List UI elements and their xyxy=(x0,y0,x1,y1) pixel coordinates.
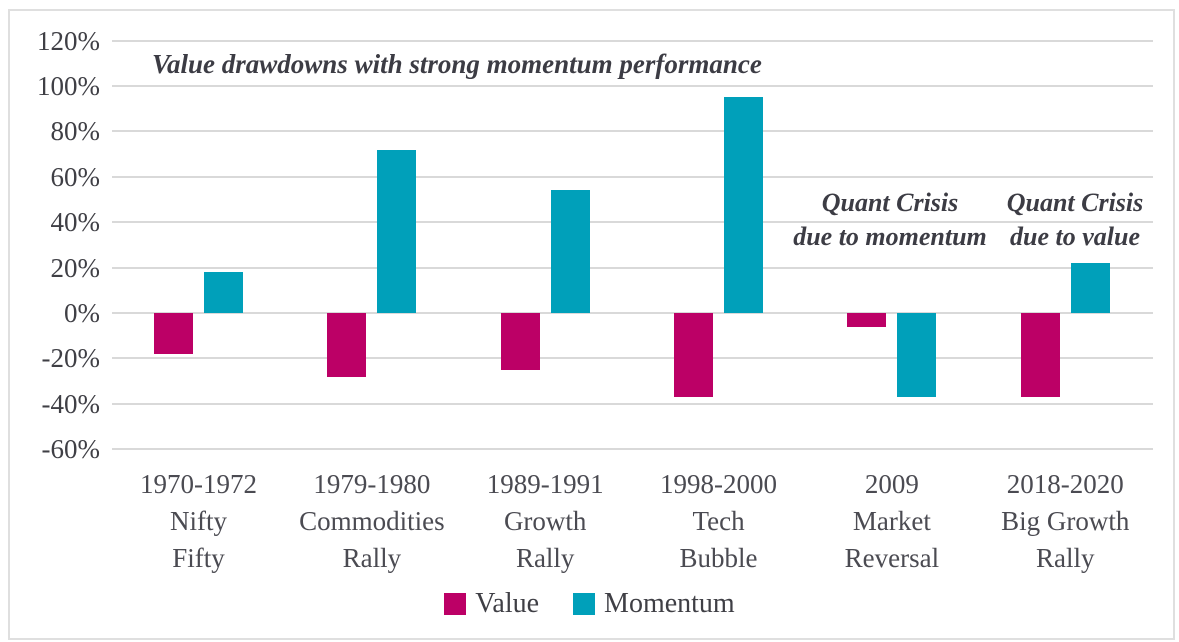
legend-label-value: Value xyxy=(475,588,540,619)
gridline xyxy=(112,448,1153,451)
x-label-line: 2018-2020 xyxy=(1006,469,1124,499)
bar-value-4 xyxy=(847,313,887,327)
bar-momentum-0 xyxy=(204,272,243,313)
bar-value-1 xyxy=(327,313,367,377)
y-tick-label: 120% xyxy=(37,25,100,56)
x-category-label: 1979-1980 Commodities Rally xyxy=(281,466,463,577)
y-tick-label: 40% xyxy=(50,207,101,238)
gridline xyxy=(112,266,1153,269)
x-label-line: Tech xyxy=(692,506,745,536)
x-label-line: Bubble xyxy=(679,543,758,573)
y-tick-label: 0% xyxy=(64,298,100,328)
annotation-line: Quant Crisis xyxy=(1006,188,1144,217)
gridline xyxy=(112,221,1153,224)
legend-item-value: Value xyxy=(444,588,539,620)
bar-value-3 xyxy=(674,313,714,397)
gridline xyxy=(112,357,1153,360)
y-tick-label: 100% xyxy=(37,71,100,101)
y-tick-label: 80% xyxy=(50,116,101,147)
x-label-line: 1998-2000 xyxy=(660,469,778,499)
x-label-line: Growth xyxy=(503,506,587,536)
x-label-line: Commodities xyxy=(299,506,445,536)
x-label-line: 1989-1991 xyxy=(486,469,604,499)
x-category-label: 2009 Market Reversal xyxy=(801,466,983,577)
bar-momentum-3 xyxy=(724,97,764,313)
bar-value-5 xyxy=(1020,313,1060,397)
x-label-line: Rally xyxy=(515,543,575,573)
gridline xyxy=(112,312,1153,314)
annotation-line: Value drawdowns with strong momentum per… xyxy=(152,49,762,79)
x-label-line: 2009 xyxy=(864,469,919,499)
x-label-line: 1970-1972 xyxy=(140,469,257,499)
annotation-line: Quant Crisis xyxy=(821,188,959,217)
annotation-value-drawdowns: Value drawdowns with strong momentum per… xyxy=(152,47,762,81)
x-category-label: 1970-1972 Nifty Fifty xyxy=(108,466,290,577)
x-label-line: Big Growth xyxy=(1001,506,1130,536)
x-category-label: 2018-2020 Big Growth Rally xyxy=(974,466,1156,577)
bar-momentum-1 xyxy=(377,149,417,313)
chart-frame xyxy=(8,9,1175,640)
y-tick-label: 60% xyxy=(50,161,101,192)
x-label-line: Market xyxy=(852,506,931,536)
x-category-label: 1989-1991 Growth Rally xyxy=(454,466,636,577)
bar-momentum-2 xyxy=(550,190,590,313)
momentum-legend-swatch xyxy=(573,593,596,615)
gridline xyxy=(112,130,1153,133)
y-tick-label: -40% xyxy=(41,388,100,419)
value-legend-swatch xyxy=(444,593,467,615)
y-tick-label: -20% xyxy=(41,343,100,374)
bar-value-2 xyxy=(500,313,540,370)
bar-momentum-5 xyxy=(1070,263,1110,313)
gridline xyxy=(112,402,1153,405)
x-category-label: 1998-2000 Tech Bubble xyxy=(628,466,810,577)
x-label-line: Fifty xyxy=(172,543,225,573)
x-label-line: Nifty xyxy=(170,506,227,536)
annotation-quant-crisis-value: Quant Crisis due to value xyxy=(967,186,1179,254)
legend-label-momentum: Momentum xyxy=(604,588,735,619)
legend-item-momentum: Momentum xyxy=(573,588,735,620)
y-tick-label: 20% xyxy=(50,252,101,283)
y-tick-label: -60% xyxy=(41,434,100,465)
x-label-line: Rally xyxy=(1036,543,1095,573)
annotation-line: due to value xyxy=(1010,222,1140,251)
legend: Value Momentum xyxy=(0,588,1179,620)
x-label-line: Reversal xyxy=(844,543,940,573)
x-label-line: Rally xyxy=(342,543,402,573)
gridline xyxy=(112,85,1153,87)
gridline xyxy=(112,175,1153,178)
x-label-line: 1979-1980 xyxy=(313,469,431,499)
annotation-quant-crisis-momentum: Quant Crisis due to momentum xyxy=(782,186,998,254)
bar-value-0 xyxy=(154,313,193,354)
gridline xyxy=(112,39,1153,42)
bar-momentum-4 xyxy=(897,313,937,397)
annotation-line: due to momentum xyxy=(793,222,987,251)
